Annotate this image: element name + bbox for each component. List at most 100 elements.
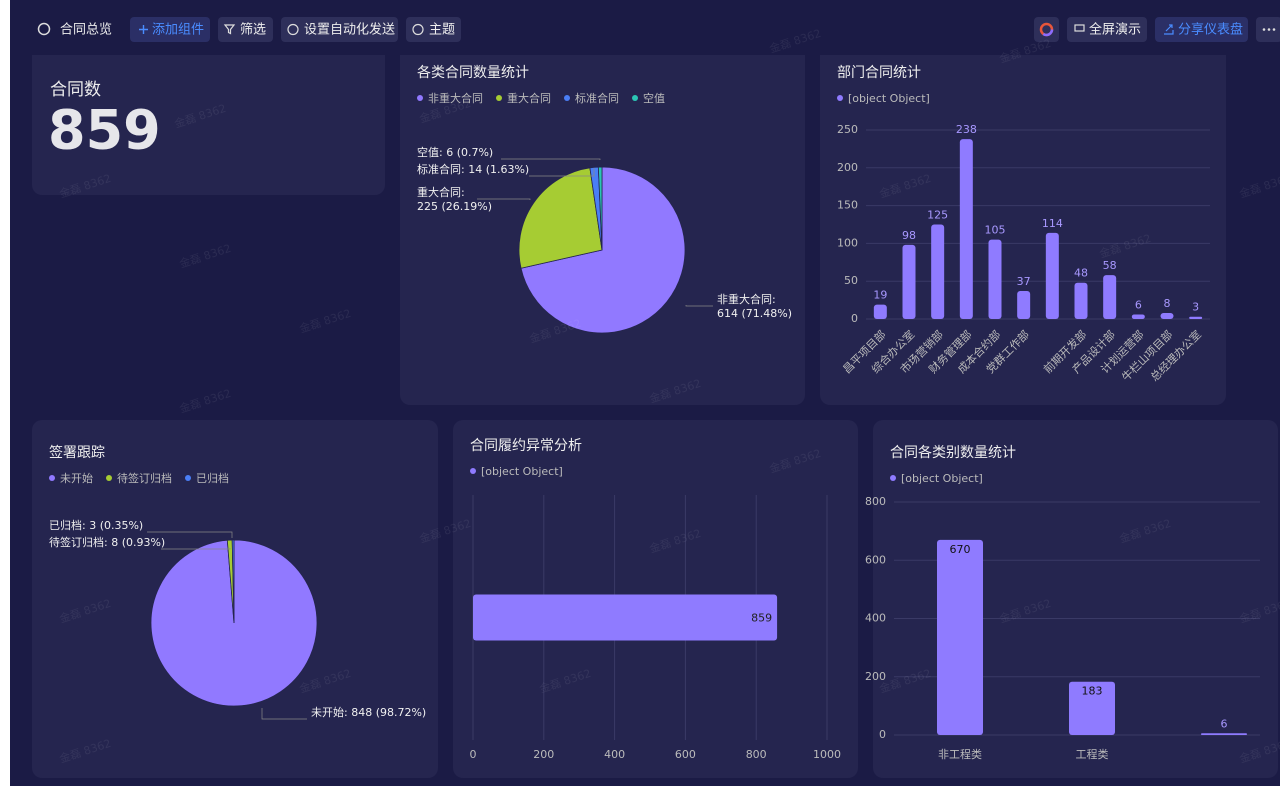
y-tick-label: 400 bbox=[865, 612, 886, 625]
y-tick-label: 200 bbox=[837, 161, 858, 174]
x-tick-label: 1000 bbox=[813, 748, 841, 761]
y-tick-label: 50 bbox=[844, 274, 858, 287]
legend-label: 已归档 bbox=[196, 471, 229, 485]
value-label: 37 bbox=[1017, 275, 1031, 288]
bar bbox=[1131, 314, 1145, 319]
button-label: 添加组件 bbox=[152, 23, 204, 38]
button-label: 主题 bbox=[429, 23, 455, 38]
ai-button[interactable] bbox=[1034, 17, 1059, 42]
slice-label: 已归档: 3 (0.35%) bbox=[49, 518, 143, 532]
value-label: 58 bbox=[1103, 259, 1117, 272]
value-label: 6 bbox=[1221, 717, 1228, 730]
value-label: 98 bbox=[902, 229, 916, 242]
value-label: 114 bbox=[1042, 217, 1063, 230]
x-tick-label: 0 bbox=[470, 748, 477, 761]
share-button[interactable] bbox=[1155, 17, 1248, 42]
leader-line bbox=[261, 708, 307, 720]
legend-label: [object Object] bbox=[848, 92, 930, 105]
share-icon bbox=[1164, 24, 1174, 35]
leader-line bbox=[685, 305, 713, 307]
present-button[interactable] bbox=[1067, 17, 1147, 42]
legend-label: 待签订归档 bbox=[117, 471, 172, 485]
legend-dot bbox=[496, 95, 502, 101]
bar bbox=[931, 224, 945, 319]
bar bbox=[873, 304, 887, 319]
x-tick-label: 400 bbox=[604, 748, 625, 761]
x-tick-label: 非工程类 bbox=[938, 747, 982, 761]
chart-title: 合同履约异常分析 bbox=[470, 438, 582, 454]
slice-label: 未开始: 848 (98.72%) bbox=[311, 705, 426, 719]
bar bbox=[1189, 316, 1203, 319]
label-line: 重大合同: bbox=[417, 185, 465, 199]
legend-dot bbox=[632, 95, 638, 101]
button-label: 全屏演示 bbox=[1089, 22, 1141, 38]
legend-label: 重大合同 bbox=[507, 91, 551, 105]
value-label: 105 bbox=[985, 224, 1006, 237]
card bbox=[820, 40, 1226, 405]
x-tick-label: 200 bbox=[533, 748, 554, 761]
legend-label: 非重大合同 bbox=[428, 91, 483, 105]
bar bbox=[1069, 681, 1115, 735]
value-label: 8 bbox=[1164, 297, 1171, 310]
clock-icon bbox=[287, 23, 299, 36]
legend-dot bbox=[890, 475, 896, 481]
chart-title: 部门合同统计 bbox=[837, 65, 921, 81]
slice-label: 待签订归档: 8 (0.93%) bbox=[49, 535, 165, 549]
value-label: 6 bbox=[1135, 298, 1142, 311]
slice-label: 重大合同: 225 (26.19%) bbox=[417, 185, 492, 213]
palette-icon bbox=[412, 23, 424, 36]
y-tick-label: 250 bbox=[837, 123, 858, 136]
present-icon bbox=[1074, 24, 1085, 32]
x-tick-label: 600 bbox=[675, 748, 696, 761]
y-tick-label: 100 bbox=[837, 236, 858, 249]
leader-line bbox=[161, 548, 231, 550]
legend-dot bbox=[470, 468, 476, 474]
value-label: 125 bbox=[927, 209, 948, 222]
kpi-label: 合同数 bbox=[50, 80, 101, 100]
value-label: 3 bbox=[1192, 301, 1199, 314]
bar bbox=[959, 139, 973, 319]
ai-icon bbox=[1039, 22, 1054, 37]
toolbar-title: 合同总览 bbox=[60, 22, 112, 38]
bar bbox=[1201, 733, 1247, 735]
value-label: 670 bbox=[950, 543, 971, 556]
theme-button[interactable] bbox=[406, 17, 461, 42]
chart-title: 各类合同数量统计 bbox=[417, 65, 529, 81]
leader-line bbox=[147, 531, 233, 538]
bar bbox=[988, 239, 1002, 319]
legend-label: 空值 bbox=[643, 91, 665, 105]
chart-title: 合同各类别数量统计 bbox=[890, 445, 1016, 461]
title-icon bbox=[37, 22, 51, 36]
y-tick-label: 200 bbox=[865, 670, 886, 683]
y-tick-label: 800 bbox=[865, 495, 886, 508]
button-label: 设置自动化发送 bbox=[304, 22, 395, 38]
legend-dot bbox=[49, 475, 55, 481]
legend-label: [object Object] bbox=[901, 472, 983, 485]
value-label: 19 bbox=[873, 289, 887, 302]
leader-line bbox=[529, 168, 595, 177]
filter-icon bbox=[223, 24, 236, 35]
y-tick-label: 0 bbox=[851, 312, 858, 325]
slice-label: 空值: 6 (0.7%) bbox=[417, 145, 493, 159]
filter-button[interactable] bbox=[218, 17, 273, 42]
pie-slice bbox=[518, 167, 603, 269]
legend-label: [object Object] bbox=[481, 465, 563, 478]
y-tick-label: 600 bbox=[865, 553, 886, 566]
kpi-card bbox=[32, 40, 385, 195]
value-label: 48 bbox=[1074, 267, 1088, 280]
slice-label: 非重大合同: 614 (71.48%) bbox=[717, 292, 792, 320]
legend-dot bbox=[185, 475, 191, 481]
kpi-value: 859 bbox=[48, 99, 161, 162]
bar bbox=[1160, 312, 1174, 319]
plus-icon bbox=[139, 25, 148, 34]
label-line: 614 (71.48%) bbox=[717, 307, 792, 320]
value-label: 859 bbox=[751, 612, 772, 625]
y-tick-label: 0 bbox=[879, 728, 886, 741]
legend-dot bbox=[564, 95, 570, 101]
auto-send-button[interactable] bbox=[281, 17, 398, 42]
pie-slice bbox=[231, 539, 235, 624]
add-button[interactable] bbox=[130, 17, 210, 42]
pie-slice bbox=[597, 166, 603, 251]
button-label: 分享仪表盘 bbox=[1178, 22, 1243, 38]
